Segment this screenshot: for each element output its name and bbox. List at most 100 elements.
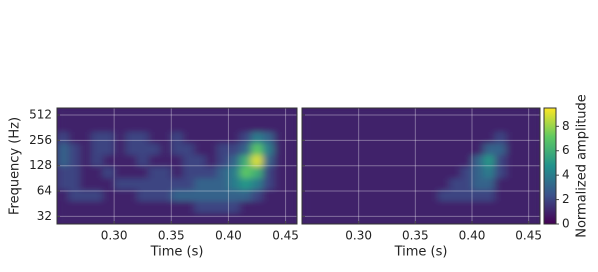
heatmap-cell: [68, 177, 81, 190]
heatmap-cell: [194, 154, 207, 167]
heatmap-cell: [57, 189, 70, 202]
heatmap-cell: [313, 177, 326, 190]
heatmap-cell: [415, 212, 428, 224]
heatmap-cell: [472, 108, 484, 121]
heatmap-cell: [217, 119, 230, 132]
heatmap: [57, 108, 297, 224]
heatmap-cell: [125, 142, 138, 156]
heatmap-cell: [460, 108, 473, 121]
plot-frame: [301, 107, 541, 225]
heatmap-cell: [171, 131, 184, 144]
heatmap-cell: [449, 166, 462, 179]
heatmap-cell: [239, 142, 252, 156]
y-tick-label: 256: [29, 133, 52, 147]
heatmap-cell: [460, 131, 473, 144]
heatmap-cell: [217, 166, 230, 179]
heatmap-cell: [274, 212, 287, 224]
colorbar-title: Normalized amplitude: [575, 94, 590, 238]
heatmap-cell: [137, 119, 150, 132]
heatmap-cell: [347, 108, 360, 121]
heatmap-cell: [114, 189, 127, 202]
heatmap-cell: [517, 212, 530, 224]
x-tick-label: 0.35: [402, 229, 429, 243]
heatmap-cell: [472, 154, 484, 167]
heatmap-cell: [483, 177, 496, 190]
heatmap-cell: [449, 131, 462, 144]
heatmap-cell: [392, 177, 405, 190]
heatmap-cell: [506, 166, 518, 179]
heatmap-cell: [313, 108, 326, 121]
heatmap-cell: [194, 131, 207, 144]
heatmap-cell: [449, 119, 462, 132]
heatmap-cell: [285, 212, 297, 224]
heatmap-cell: [392, 142, 405, 156]
heatmap-cell: [68, 142, 81, 156]
heatmap-cell: [148, 119, 161, 132]
heatmap-cell: [274, 119, 287, 132]
heatmap-cell: [91, 108, 104, 121]
heatmap-cell: [79, 177, 92, 190]
y-tick-label: 128: [29, 158, 52, 172]
heatmap-cell: [381, 108, 394, 121]
heatmap-cell: [370, 212, 382, 224]
heatmap-cell: [205, 154, 218, 167]
heatmap-cell: [182, 154, 195, 167]
heatmap-cell: [239, 119, 252, 132]
heatmap-cell: [483, 119, 496, 132]
heatmap-cell: [517, 154, 530, 167]
heatmap-cell: [205, 131, 218, 144]
heatmap-cell: [494, 189, 507, 202]
heatmap-cell: [148, 166, 161, 179]
heatmap-cell: [506, 177, 518, 190]
heatmap-cell: [449, 154, 462, 167]
heatmap-cell: [114, 119, 127, 132]
heatmap-cell: [159, 142, 172, 156]
heatmap-cell: [506, 212, 518, 224]
heatmap-cell: [57, 119, 70, 132]
colorbar-tick-label: 8: [562, 119, 570, 133]
heatmap-cell: [438, 154, 450, 167]
heatmap-cell: [517, 119, 530, 132]
x-tick-label: 0.40: [215, 229, 242, 243]
heatmap-cell: [228, 200, 241, 214]
colorbar: [543, 107, 557, 225]
heatmap-cell: [125, 154, 138, 167]
heatmap-cell: [392, 119, 405, 132]
heatmap-cell: [91, 166, 104, 179]
heatmap-cell: [228, 108, 241, 121]
heatmap-cell: [262, 108, 275, 121]
heatmap-cell: [528, 212, 540, 224]
heatmap-cell: [228, 154, 241, 167]
heatmap-cell: [148, 212, 161, 224]
heatmap-cell: [347, 119, 360, 132]
plot-frame: [56, 107, 298, 225]
heatmap-cell: [324, 200, 337, 214]
heatmap-cell: [449, 177, 462, 190]
heatmap-cell: [460, 177, 473, 190]
heatmap-cell: [114, 166, 127, 179]
heatmap-cell: [392, 131, 405, 144]
heatmap-cell: [239, 166, 252, 179]
heatmap-cell: [302, 189, 314, 202]
heatmap-cell: [274, 189, 287, 202]
heatmap-cell: [370, 154, 382, 167]
heatmap-cell: [262, 212, 275, 224]
heatmap-cell: [483, 189, 496, 202]
heatmap-cell: [483, 142, 496, 156]
heatmap-cell: [137, 177, 150, 190]
heatmap-cell: [404, 212, 416, 224]
heatmap-cell: [517, 200, 530, 214]
heatmap-cell: [347, 200, 360, 214]
y-axis-title: Frequency (Hz): [8, 117, 23, 215]
heatmap-cell: [68, 200, 81, 214]
heatmap-cell: [415, 108, 428, 121]
heatmap-cell: [460, 212, 473, 224]
heatmap-cell: [449, 212, 462, 224]
heatmap-cell: [381, 200, 394, 214]
heatmap-cell: [91, 189, 104, 202]
heatmap-cell: [239, 131, 252, 144]
heatmap-cell: [426, 131, 439, 144]
heatmap-cell: [159, 189, 172, 202]
heatmap-cell: [171, 142, 184, 156]
heatmap-cell: [313, 154, 326, 167]
